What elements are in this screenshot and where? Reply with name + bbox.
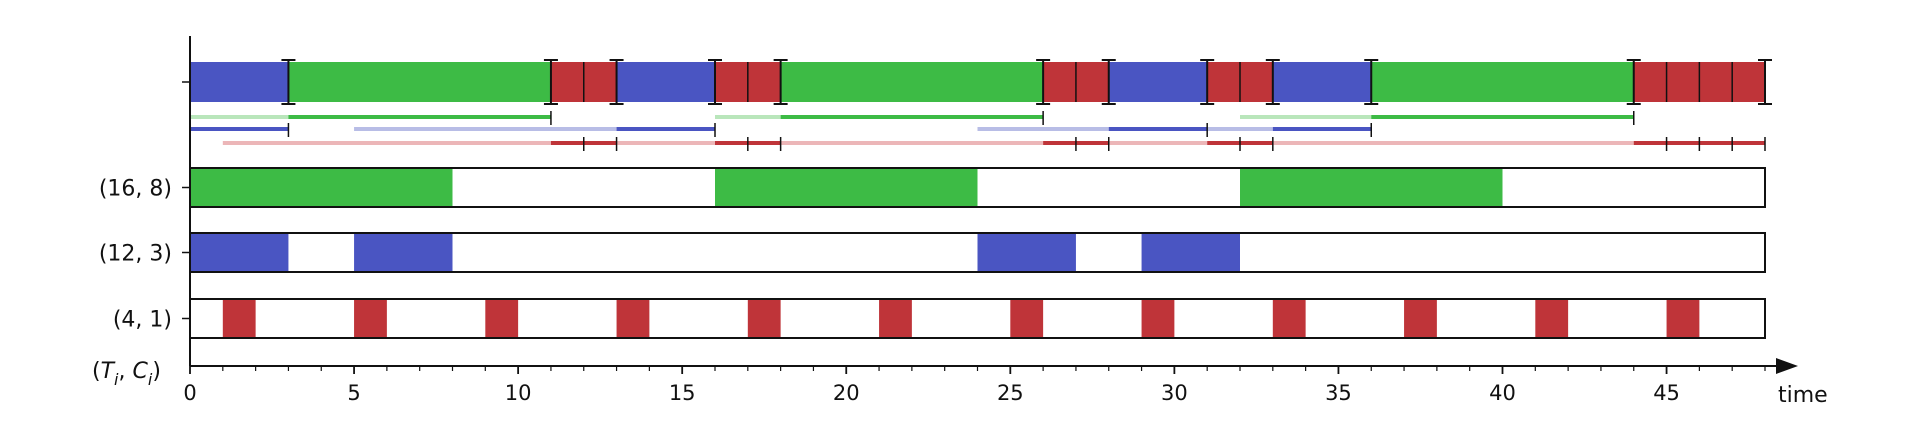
task-4-1-exec-11 — [1666, 299, 1700, 338]
y-label-T: T — [101, 359, 116, 384]
x-tick-label-8: 40 — [1489, 381, 1516, 405]
task-rows: (16, 8) (12, 3) (4, 1) — [99, 167, 1766, 339]
schedule-segment-5 — [715, 62, 748, 102]
task-4-1-exec-10 — [1535, 299, 1569, 338]
y-label-comma: , — [119, 359, 133, 384]
task-16-8-exec-1 — [715, 168, 978, 207]
schedule-segment-1 — [288, 62, 551, 102]
task-label-2: (4, 1) — [113, 308, 172, 333]
schedule-segment-15 — [1633, 62, 1667, 102]
task-4-1-exec-7 — [1141, 299, 1175, 338]
schedule-segment-3 — [583, 62, 617, 102]
task-4-1-exec-6 — [1010, 299, 1044, 338]
track-lines — [190, 111, 1766, 151]
x-tick-label-4: 20 — [833, 381, 860, 405]
axes — [182, 36, 1798, 374]
schedule-segment-11 — [1207, 62, 1240, 102]
schedule-segment-14 — [1371, 62, 1634, 102]
x-axis-arrowhead — [1776, 358, 1798, 374]
schedule-segment-2 — [550, 62, 584, 102]
schedule-bars — [190, 62, 1765, 102]
task-4-1-exec-0 — [222, 299, 256, 338]
task-4-1-exec-8 — [1272, 299, 1306, 338]
task-4-1-exec-2 — [485, 299, 519, 338]
x-tick-label-5: 25 — [997, 381, 1024, 405]
schedule-segment-18 — [1732, 62, 1765, 102]
task-12-3-exec-1 — [354, 233, 453, 272]
schedule-markers — [281, 59, 1772, 105]
x-tick-label-9: 45 — [1653, 381, 1680, 405]
y-label-close: ) — [152, 359, 161, 384]
schedule-segment-16 — [1666, 62, 1700, 102]
x-tick-label-2: 10 — [505, 381, 532, 405]
schedule-segment-13 — [1272, 62, 1372, 102]
schedule-segment-17 — [1699, 62, 1733, 102]
task-4-1-exec-1 — [354, 299, 387, 338]
tick-labels: 0 5 10 15 20 25 30 35 40 45 — [183, 381, 1680, 405]
y-label-C: C — [133, 359, 149, 384]
x-axis-label: time — [1778, 383, 1828, 408]
x-tick-label-3: 15 — [669, 381, 696, 405]
task-label-1: (12, 3) — [99, 242, 172, 267]
task-12-3-exec-0 — [190, 233, 289, 272]
task-row-frame-2 — [189, 298, 1766, 339]
x-tick-label-0: 0 — [183, 381, 196, 405]
task-4-1-exec-3 — [616, 299, 650, 338]
x-tick-label-6: 30 — [1161, 381, 1188, 405]
x-tick-label-7: 35 — [1325, 381, 1352, 405]
task-16-8-exec-0 — [190, 168, 453, 207]
x-tick-label-1: 5 — [347, 381, 360, 405]
task-4-1-exec-4 — [747, 299, 781, 338]
y-axis-label: (Ti, Ci) — [92, 359, 161, 389]
schedule-segment-9 — [1075, 62, 1109, 102]
task-4-1-exec-5 — [879, 299, 912, 338]
schedule-segment-12 — [1240, 62, 1273, 102]
schedule-segment-10 — [1108, 62, 1208, 102]
task-16-8-exec-2 — [1240, 168, 1503, 207]
schedule-segment-0 — [190, 62, 289, 102]
schedule-segment-4 — [616, 62, 715, 102]
task-label-0: (16, 8) — [99, 177, 172, 202]
task-12-3-exec-3 — [1141, 233, 1240, 272]
y-label-C-sub: i — [148, 370, 153, 389]
schedule-segment-7 — [780, 62, 1044, 102]
task-12-3-exec-2 — [977, 233, 1076, 272]
y-label-open: ( — [92, 359, 101, 384]
schedule-segment-8 — [1043, 62, 1076, 102]
task-4-1-exec-9 — [1404, 299, 1437, 338]
schedule-segment-6 — [747, 62, 781, 102]
y-label-T-sub: i — [114, 370, 119, 389]
